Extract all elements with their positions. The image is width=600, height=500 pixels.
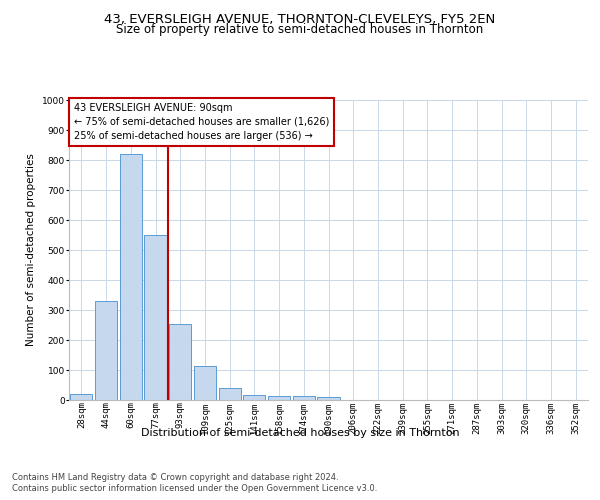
Bar <box>293 396 315 400</box>
Bar <box>95 301 117 400</box>
Text: 43, EVERSLEIGH AVENUE, THORNTON-CLEVELEYS, FY5 2EN: 43, EVERSLEIGH AVENUE, THORNTON-CLEVELEY… <box>104 12 496 26</box>
Text: Contains HM Land Registry data © Crown copyright and database right 2024.: Contains HM Land Registry data © Crown c… <box>12 472 338 482</box>
Bar <box>317 397 340 400</box>
Bar <box>194 366 216 400</box>
Bar <box>119 154 142 400</box>
Y-axis label: Number of semi-detached properties: Number of semi-detached properties <box>26 154 36 346</box>
Text: 43 EVERSLEIGH AVENUE: 90sqm
← 75% of semi-detached houses are smaller (1,626)
25: 43 EVERSLEIGH AVENUE: 90sqm ← 75% of sem… <box>74 103 329 141</box>
Bar <box>169 324 191 400</box>
Bar <box>268 396 290 400</box>
Text: Size of property relative to semi-detached houses in Thornton: Size of property relative to semi-detach… <box>116 22 484 36</box>
Bar <box>70 394 92 400</box>
Text: Contains public sector information licensed under the Open Government Licence v3: Contains public sector information licen… <box>12 484 377 493</box>
Bar <box>218 388 241 400</box>
Text: Distribution of semi-detached houses by size in Thornton: Distribution of semi-detached houses by … <box>140 428 460 438</box>
Bar <box>243 394 265 400</box>
Bar <box>145 235 167 400</box>
